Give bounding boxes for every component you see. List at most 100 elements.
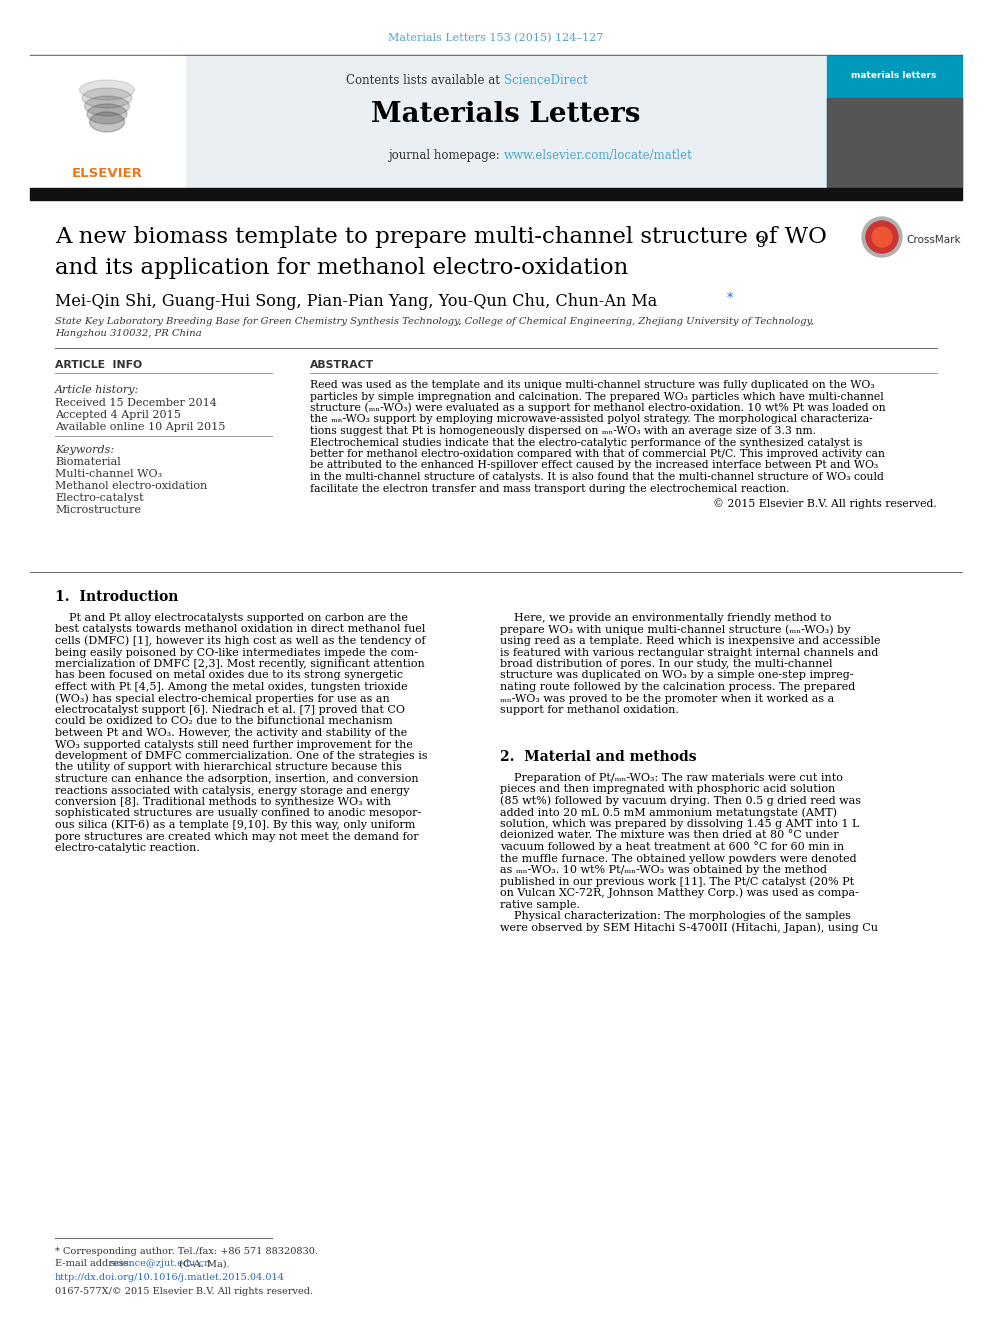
Text: development of DMFC commercialization. One of the strategies is: development of DMFC commercialization. O…	[55, 751, 428, 761]
Text: Keywords:: Keywords:	[55, 445, 114, 455]
Ellipse shape	[89, 112, 125, 132]
Text: electrocatalyst support [6]. Niedrach et al. [7] proved that CO: electrocatalyst support [6]. Niedrach et…	[55, 705, 405, 714]
Text: particles by simple impregnation and calcination. The prepared WO₃ particles whi: particles by simple impregnation and cal…	[310, 392, 884, 401]
Circle shape	[872, 228, 892, 247]
Text: in the multi-channel structure of catalysts. It is also found that the multi-cha: in the multi-channel structure of cataly…	[310, 472, 884, 482]
Text: support for methanol oxidation.: support for methanol oxidation.	[500, 705, 679, 714]
Text: and its application for methanol electro-oxidation: and its application for methanol electro…	[55, 257, 628, 279]
Text: nating route followed by the calcination process. The prepared: nating route followed by the calcination…	[500, 681, 855, 692]
Text: better for methanol electro-oxidation compared with that of commercial Pt/C. Thi: better for methanol electro-oxidation co…	[310, 448, 885, 459]
Text: could be oxidized to CO₂ due to the bifunctional mechanism: could be oxidized to CO₂ due to the bifu…	[55, 717, 393, 726]
Text: ₘₙ-WO₃ was proved to be the promoter when it worked as a: ₘₙ-WO₃ was proved to be the promoter whe…	[500, 693, 834, 704]
Text: (WO₃) has special electro-chemical properties for use as an: (WO₃) has special electro-chemical prope…	[55, 693, 390, 704]
Text: solution, which was prepared by dissolving 1.45 g AMT into 1 L: solution, which was prepared by dissolvi…	[500, 819, 859, 830]
Text: pore structures are created which may not meet the demand for: pore structures are created which may no…	[55, 831, 419, 841]
Text: deionized water. The mixture was then dried at 80 °C under: deionized water. The mixture was then dr…	[500, 831, 838, 840]
Text: Electro-catalyst: Electro-catalyst	[55, 493, 144, 503]
Text: Pt and Pt alloy electrocatalysts supported on carbon are the: Pt and Pt alloy electrocatalysts support…	[55, 613, 408, 623]
Text: being easily poisoned by CO-like intermediates impede the com-: being easily poisoned by CO-like interme…	[55, 647, 418, 658]
Ellipse shape	[79, 79, 135, 101]
Text: Preparation of Pt/ₘₙ-WO₃: The raw materials were cut into: Preparation of Pt/ₘₙ-WO₃: The raw materi…	[500, 773, 843, 783]
Text: tions suggest that Pt is homogeneously dispersed on ₘₙ-WO₃ with an average size : tions suggest that Pt is homogeneously d…	[310, 426, 816, 437]
Text: is featured with various rectangular straight internal channels and: is featured with various rectangular str…	[500, 647, 878, 658]
Text: ous silica (KIT-6) as a template [9,10]. By this way, only uniform: ous silica (KIT-6) as a template [9,10].…	[55, 820, 416, 831]
Text: 3: 3	[757, 235, 766, 250]
Text: the muffle furnace. The obtained yellow powders were denoted: the muffle furnace. The obtained yellow …	[500, 853, 857, 864]
Ellipse shape	[82, 89, 132, 108]
Text: ScienceDirect: ScienceDirect	[504, 74, 587, 86]
Text: Biomaterial: Biomaterial	[55, 456, 121, 467]
Text: 2.  Material and methods: 2. Material and methods	[500, 750, 696, 763]
Text: on Vulcan XC-72R, Johnson Matthey Corp.) was used as compa-: on Vulcan XC-72R, Johnson Matthey Corp.)…	[500, 888, 859, 898]
Text: structure (ₘₙ-WO₃) were evaluated as a support for methanol electro-oxidation. 1: structure (ₘₙ-WO₃) were evaluated as a s…	[310, 402, 886, 413]
Text: Electrochemical studies indicate that the electro-catalytic performance of the s: Electrochemical studies indicate that th…	[310, 438, 862, 447]
Text: were observed by SEM Hitachi S-4700II (Hitachi, Japan), using Cu: were observed by SEM Hitachi S-4700II (H…	[500, 922, 878, 933]
Text: has been focused on metal oxides due to its strong synergetic: has been focused on metal oxides due to …	[55, 671, 403, 680]
Text: © 2015 Elsevier B.V. All rights reserved.: © 2015 Elsevier B.V. All rights reserved…	[713, 499, 937, 509]
Text: rative sample.: rative sample.	[500, 900, 580, 909]
Text: best catalysts towards methanol oxidation in direct methanol fuel: best catalysts towards methanol oxidatio…	[55, 624, 426, 635]
Ellipse shape	[84, 97, 130, 116]
Text: broad distribution of pores. In our study, the multi-channel: broad distribution of pores. In our stud…	[500, 659, 832, 669]
Text: facilitate the electron transfer and mass transport during the electrochemical r: facilitate the electron transfer and mas…	[310, 483, 790, 493]
Circle shape	[862, 217, 902, 257]
Circle shape	[866, 221, 898, 253]
Text: (85 wt%) followed by vacuum drying. Then 0.5 g dried reed was: (85 wt%) followed by vacuum drying. Then…	[500, 795, 861, 806]
Text: Mei-Qin Shi, Guang-Hui Song, Pian-Pian Yang, You-Qun Chu, Chun-An Ma: Mei-Qin Shi, Guang-Hui Song, Pian-Pian Y…	[55, 294, 658, 311]
Text: materials letters: materials letters	[851, 70, 936, 79]
Bar	[827, 56, 962, 188]
Bar	[827, 98, 962, 188]
Text: the ₘₙ-WO₃ support by employing microwave-assisted polyol strategy. The morpholo: the ₘₙ-WO₃ support by employing microwav…	[310, 414, 873, 425]
Text: Available online 10 April 2015: Available online 10 April 2015	[55, 422, 225, 433]
Text: A new biomass template to prepare multi-channel structure of WO: A new biomass template to prepare multi-…	[55, 226, 827, 247]
Text: ELSEVIER: ELSEVIER	[71, 167, 143, 180]
Text: effect with Pt [4,5]. Among the metal oxides, tungsten trioxide: effect with Pt [4,5]. Among the metal ox…	[55, 681, 408, 692]
Text: (C-A. Ma).: (C-A. Ma).	[176, 1259, 230, 1269]
Text: pieces and then impregnated with phosphoric acid solution: pieces and then impregnated with phospho…	[500, 785, 835, 795]
Text: Multi-channel WO₃: Multi-channel WO₃	[55, 468, 162, 479]
Bar	[30, 188, 962, 200]
Text: *: *	[727, 291, 733, 304]
Text: prepare WO₃ with unique multi-channel structure (ₘₙ-WO₃) by: prepare WO₃ with unique multi-channel st…	[500, 624, 850, 635]
Text: Hangzhou 310032, PR China: Hangzhou 310032, PR China	[55, 329, 201, 339]
Text: ABSTRACT: ABSTRACT	[310, 360, 374, 370]
Text: the utility of support with hierarchical structure because this: the utility of support with hierarchical…	[55, 762, 402, 773]
Text: State Key Laboratory Breeding Base for Green Chemistry Synthesis Technology, Col: State Key Laboratory Breeding Base for G…	[55, 318, 813, 327]
Text: reactions associated with catalysis, energy storage and energy: reactions associated with catalysis, ene…	[55, 786, 410, 795]
Text: vacuum followed by a heat treatment at 600 °C for 60 min in: vacuum followed by a heat treatment at 6…	[500, 841, 844, 852]
Text: CrossMark: CrossMark	[906, 235, 960, 245]
Text: Physical characterization: The morphologies of the samples: Physical characterization: The morpholog…	[500, 912, 851, 921]
Text: Contents lists available at: Contents lists available at	[346, 74, 504, 86]
Text: 0167-577X/© 2015 Elsevier B.V. All rights reserved.: 0167-577X/© 2015 Elsevier B.V. All right…	[55, 1286, 313, 1295]
Text: Materials Letters 153 (2015) 124–127: Materials Letters 153 (2015) 124–127	[389, 33, 603, 44]
Text: electro-catalytic reaction.: electro-catalytic reaction.	[55, 843, 199, 853]
Text: WO₃ supported catalysts still need further improvement for the: WO₃ supported catalysts still need furth…	[55, 740, 413, 750]
Text: E-mail address:: E-mail address:	[55, 1259, 135, 1269]
Text: ARTICLE  INFO: ARTICLE INFO	[55, 360, 142, 370]
Text: 1.  Introduction: 1. Introduction	[55, 590, 179, 605]
Text: Microstructure: Microstructure	[55, 505, 141, 515]
Text: www.elsevier.com/locate/matlet: www.elsevier.com/locate/matlet	[504, 148, 692, 161]
Text: structure can enhance the adsorption, insertion, and conversion: structure can enhance the adsorption, in…	[55, 774, 419, 785]
Text: Materials Letters: Materials Letters	[371, 102, 641, 128]
Text: science@zjut.edu.cn: science@zjut.edu.cn	[110, 1259, 211, 1269]
Text: cells (DMFC) [1], however its high cost as well as the tendency of: cells (DMFC) [1], however its high cost …	[55, 636, 426, 646]
Text: Reed was used as the template and its unique multi-channel structure was fully d: Reed was used as the template and its un…	[310, 380, 875, 390]
Text: conversion [8]. Traditional methods to synthesize WO₃ with: conversion [8]. Traditional methods to s…	[55, 796, 391, 807]
Text: Article history:: Article history:	[55, 385, 139, 396]
Text: between Pt and WO₃. However, the activity and stability of the: between Pt and WO₃. However, the activit…	[55, 728, 408, 738]
Text: Received 15 December 2014: Received 15 December 2014	[55, 398, 217, 407]
Text: added into 20 mL 0.5 mM ammonium metatungstate (AMT): added into 20 mL 0.5 mM ammonium metatun…	[500, 807, 837, 818]
Text: sophisticated structures are usually confined to anodic mesopor-: sophisticated structures are usually con…	[55, 808, 422, 819]
Text: Accepted 4 April 2015: Accepted 4 April 2015	[55, 410, 181, 419]
Text: mercialization of DMFC [2,3]. Most recently, significant attention: mercialization of DMFC [2,3]. Most recen…	[55, 659, 425, 669]
Text: structure was duplicated on WO₃ by a simple one-step impreg-: structure was duplicated on WO₃ by a sim…	[500, 671, 853, 680]
Text: Here, we provide an environmentally friendly method to: Here, we provide an environmentally frie…	[500, 613, 831, 623]
Text: * Corresponding author. Tel./fax: +86 571 88320830.: * Corresponding author. Tel./fax: +86 57…	[55, 1248, 318, 1257]
Text: using reed as a template. Reed which is inexpensive and accessible: using reed as a template. Reed which is …	[500, 636, 881, 646]
Bar	[185, 56, 827, 188]
Text: Methanol electro-oxidation: Methanol electro-oxidation	[55, 482, 207, 491]
Text: published in our previous work [11]. The Pt/C catalyst (20% Pt: published in our previous work [11]. The…	[500, 876, 854, 886]
Text: be attributed to the enhanced H-spillover effect caused by the increased interfa: be attributed to the enhanced H-spillove…	[310, 460, 878, 471]
Bar	[30, 56, 185, 188]
